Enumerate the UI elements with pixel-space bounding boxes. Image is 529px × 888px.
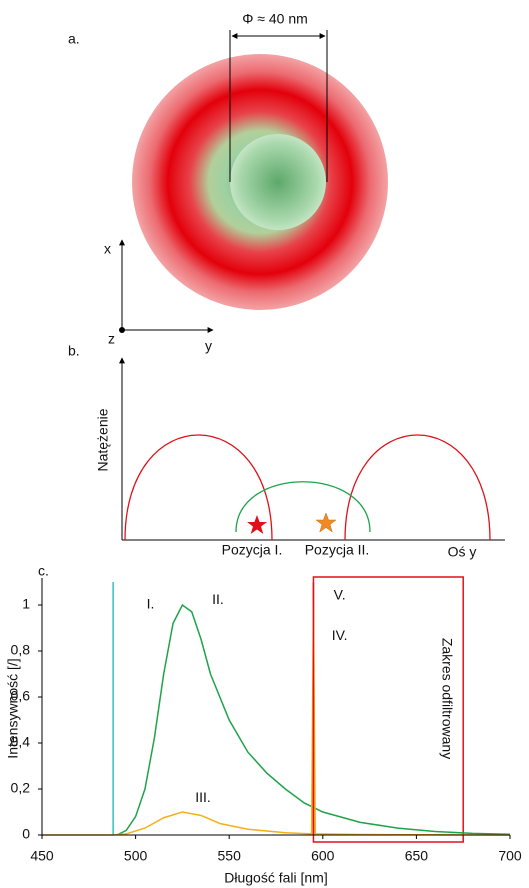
core <box>230 134 326 230</box>
x-tick-label: 700 <box>498 848 522 864</box>
annotation: I. <box>147 596 155 612</box>
annotation: V. <box>334 587 346 603</box>
axis-z <box>119 327 125 333</box>
axis-label: Oś y <box>448 544 477 560</box>
y-tick-label: 0,8 <box>11 642 31 658</box>
filter-label: Zakres odfiltrowany <box>439 638 455 759</box>
panel-label: c. <box>38 563 49 579</box>
axis-label: Natężenie <box>95 408 111 471</box>
panel-label: a. <box>68 31 80 47</box>
x-tick-label: 500 <box>124 848 148 864</box>
panel-label: b. <box>68 343 80 359</box>
x-tick-label: 600 <box>311 848 335 864</box>
dimension-label: Φ ≈ 40 nm <box>242 11 308 27</box>
panel-b: b. Natężenie Pozycja I. Pozycja II. Oś y <box>68 343 505 560</box>
axis-label: y <box>205 338 212 354</box>
x-axis-label: Długość fali [nm] <box>224 870 327 886</box>
annotation: IV. <box>332 627 348 643</box>
star <box>316 513 336 532</box>
y-tick-label: 1 <box>22 596 30 612</box>
axis-label: z <box>108 331 115 347</box>
star <box>247 515 267 534</box>
annotation: II. <box>212 591 224 607</box>
y-tick-label: 0,2 <box>11 780 31 796</box>
position-label: Pozycja I. <box>222 542 283 558</box>
x-tick-label: 550 <box>218 848 242 864</box>
x-tick-label: 450 <box>30 848 54 864</box>
axis-label: x <box>104 241 111 257</box>
profile <box>345 435 490 540</box>
panel-a: a. Φ ≈ 40 nm x y z <box>68 11 388 354</box>
position-label: Pozycja II. <box>305 542 370 558</box>
y-tick-label: 0 <box>22 826 30 842</box>
x-tick-label: 650 <box>405 848 429 864</box>
profile <box>125 435 272 540</box>
annotation: III. <box>195 789 211 805</box>
y-axis-label: Intensywność [/] <box>5 658 21 758</box>
figure: a. Φ ≈ 40 nm x y z b. Natężenie Pozycja … <box>0 0 529 888</box>
